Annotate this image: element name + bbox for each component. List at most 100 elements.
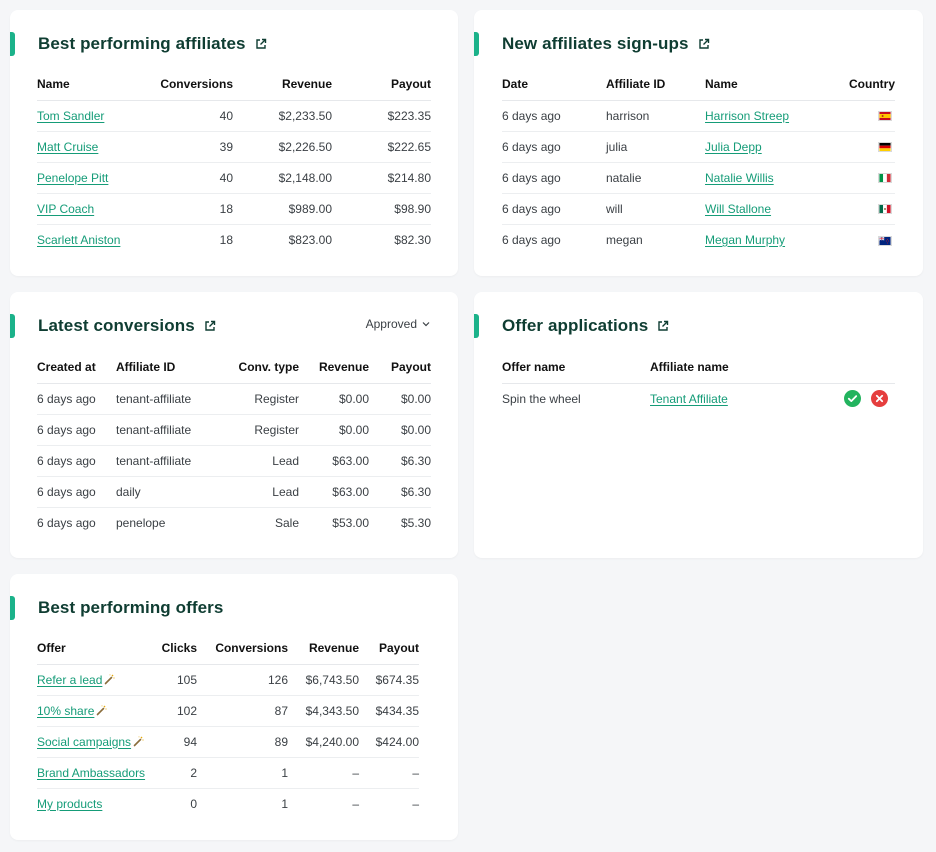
revenue-cell: $63.00 (299, 445, 369, 477)
conv-type-cell-text: Register (254, 422, 299, 437)
conversions-cell-text: 18 (219, 201, 233, 216)
affiliate-name: Will Stallone (705, 193, 835, 225)
offer-name-text[interactable]: Social campaigns (37, 734, 132, 749)
affiliate-name-text[interactable]: Julia Depp (705, 139, 762, 154)
offer-name-text[interactable]: My products (37, 796, 103, 811)
payout-cell-text: – (412, 796, 419, 811)
table-row: VIP Coach 18 $989.00 $98.90 (37, 193, 431, 225)
country-cell (835, 100, 895, 132)
affiliate-name-text[interactable]: Tenant Affiliate (650, 391, 728, 406)
actions-cell (825, 383, 895, 414)
conversions-cell-text: 39 (219, 139, 233, 154)
created-at-cell: 6 days ago (37, 414, 116, 446)
best-offers-card: Best performing offers Offer Clicks Conv… (10, 574, 458, 840)
offer-name: Refer a lead (37, 664, 157, 696)
affiliate-name: VIP Coach (37, 193, 145, 225)
affiliate-id-cell: tenant-affiliate (116, 383, 215, 415)
col-header-affiliate-name: Affiliate name (650, 352, 825, 384)
col-header-conversions: Conversions (145, 69, 233, 101)
table-row: 6 days ago natalie Natalie Willis (502, 162, 895, 194)
magic-wand-icon (133, 736, 144, 749)
conv-type-cell: Lead (215, 445, 299, 477)
affiliate-name-text[interactable]: Megan Murphy (705, 232, 786, 247)
col-header-payout: Payout (332, 69, 431, 101)
date-cell-text: 6 days ago (502, 201, 561, 216)
affiliate-id-cell-text: daily (116, 484, 141, 499)
offer-name-text[interactable]: Brand Ambassadors (37, 765, 146, 780)
payout-cell-text: $214.80 (387, 170, 431, 185)
affiliate-name-text[interactable]: Scarlett Aniston (37, 232, 121, 247)
conversions-cell: 39 (145, 131, 233, 163)
created-at-cell-text: 6 days ago (37, 453, 96, 468)
date-cell: 6 days ago (502, 131, 606, 163)
affiliate-id-cell-text: harrison (606, 108, 650, 123)
col-header-conv-type: Conv. type (215, 352, 299, 384)
col-header-name: Name (705, 69, 835, 101)
created-at-cell: 6 days ago (37, 383, 116, 415)
revenue-cell-text: $6,743.50 (305, 672, 359, 687)
conversions-cell-text: 87 (274, 703, 288, 718)
offer-name-text[interactable]: 10% share (37, 703, 95, 718)
reject-close-icon[interactable] (871, 390, 888, 408)
conversions-cell-text: 89 (274, 734, 288, 749)
affiliate-name: Tom Sandler (37, 100, 145, 132)
payout-cell-text: $98.90 (394, 201, 431, 216)
external-link-icon[interactable] (657, 320, 669, 332)
external-link-icon[interactable] (698, 38, 710, 50)
date-cell: 6 days ago (502, 100, 606, 132)
revenue-cell: $0.00 (299, 414, 369, 446)
country-cell (835, 131, 895, 163)
table-row: 6 days ago tenant-affiliate Lead $63.00 $6.3… (37, 445, 431, 477)
best-affiliates-card: Best performing affiliates Name Conversi… (10, 10, 458, 276)
external-link-icon[interactable] (255, 38, 267, 50)
date-cell-text: 6 days ago (502, 139, 561, 154)
flag-italy-icon (878, 171, 892, 185)
conv-type-cell: Sale (215, 507, 299, 538)
status-filter-dropdown[interactable]: Approved (366, 317, 430, 331)
revenue-cell: – (288, 788, 359, 819)
table-row: Tom Sandler 40 $2,233.50 $223.35 (37, 100, 431, 132)
table-row: Social campaigns 94 89 $4,240.00 $424.00 (37, 726, 419, 758)
signups-table: Date Affiliate ID Name Country 6 days ag… (502, 69, 895, 255)
conv-type-cell-text: Sale (274, 515, 299, 530)
affiliate-name: Scarlett Aniston (37, 224, 145, 255)
affiliate-name-text[interactable]: Natalie Willis (705, 170, 774, 185)
affiliate-id-cell-text: tenant-affiliate (116, 453, 192, 468)
affiliate-name: Harrison Streep (705, 100, 835, 132)
card-title: Best performing affiliates (38, 34, 246, 53)
col-header-revenue: Revenue (233, 69, 332, 101)
offer-applications-card: Offer applications Offer name Affiliate … (474, 292, 923, 558)
revenue-cell: $4,240.00 (288, 726, 359, 758)
col-header-offer: Offer (37, 633, 157, 665)
created-at-cell-text: 6 days ago (37, 391, 96, 406)
clicks-cell-text: 102 (176, 703, 197, 718)
card-header: Best performing affiliates (10, 32, 458, 56)
conversions-cell: 87 (197, 695, 288, 727)
affiliate-name-text[interactable]: Penelope Pitt (37, 170, 109, 185)
flag-mexico-icon (878, 202, 892, 216)
affiliate-name-text[interactable]: Matt Cruise (37, 139, 99, 154)
payout-cell-text: $0.00 (400, 391, 431, 406)
revenue-cell: $989.00 (233, 193, 332, 225)
affiliate-id-cell: daily (116, 476, 215, 508)
created-at-cell-text: 6 days ago (37, 422, 96, 437)
revenue-cell-text: – (352, 796, 359, 811)
affiliate-name-text[interactable]: Harrison Streep (705, 108, 790, 123)
affiliate-name: Tenant Affiliate (650, 383, 825, 414)
clicks-cell-text: 105 (176, 672, 197, 687)
external-link-icon[interactable] (204, 320, 216, 332)
affiliate-name-text[interactable]: Tom Sandler (37, 108, 105, 123)
revenue-cell: – (288, 757, 359, 789)
clicks-cell-text: 2 (190, 765, 197, 780)
approve-check-icon[interactable] (844, 390, 861, 408)
affiliate-name-text[interactable]: VIP Coach (37, 201, 95, 216)
col-header-affiliate-id: Affiliate ID (116, 352, 215, 384)
table-row: 6 days ago daily Lead $63.00 $6.30 (37, 476, 431, 508)
revenue-cell-text: $4,343.50 (305, 703, 359, 718)
offer-name-cell-text: Spin the wheel (502, 391, 581, 406)
table-row: Scarlett Aniston 18 $823.00 $82.30 (37, 224, 431, 255)
col-header-country: Country (835, 69, 895, 101)
offer-name-text[interactable]: Refer a lead (37, 672, 103, 687)
affiliate-name-text[interactable]: Will Stallone (705, 201, 772, 216)
payout-cell-text: $223.35 (387, 108, 431, 123)
